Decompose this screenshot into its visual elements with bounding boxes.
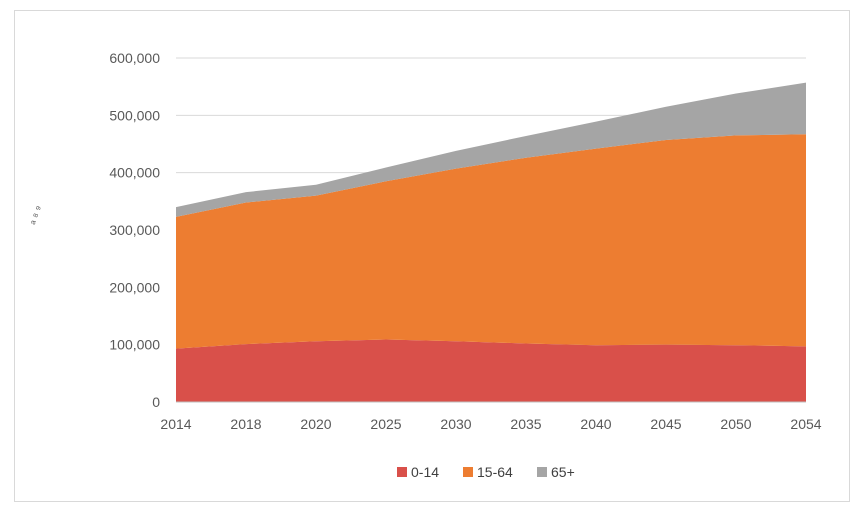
chart-frame: 2014 2018 2020 2025 2030 2035 2040 2045 2050 2054… [14,10,850,502]
x-tick-label: 2014 [160,416,191,432]
y-axis: 0 100,000 200,000 300,000 400,000 500,000 600,… [109,50,160,410]
x-tick-label: 2045 [650,416,681,432]
legend: 0-14 15-64 65+ [397,464,575,480]
x-tick-label: 2020 [300,416,331,432]
x-tick-label: 2035 [510,416,541,432]
legend-label: 15-64 [477,464,513,480]
y-tick-label: 200,000 [109,279,160,295]
y-tick-label: 0 [152,394,160,410]
y-axis-label-glyphs: ᵃ ⁸ ⁹ [29,205,47,227]
x-tick-label: 2050 [720,416,751,432]
area-65+ [176,82,806,217]
x-tick-label: 2030 [440,416,471,432]
legend-swatch [537,467,547,477]
area-0-14 [176,339,806,402]
area-15-64 [176,134,806,349]
legend-item-65+: 65+ [537,464,575,480]
x-axis: 2014 2018 2020 2025 2030 2035 2040 2045 2050 2054 [160,401,822,432]
legend-swatch [463,467,473,477]
y-tick-label: 300,000 [109,222,160,238]
stacked-area-chart: 2014 2018 2020 2025 2030 2035 2040 2045 2050 2054… [29,50,822,480]
legend-item-0-14: 0-14 [397,464,439,480]
svg-text:ᵃ ⁸ ⁹: ᵃ ⁸ ⁹ [29,205,47,227]
y-tick-label: 100,000 [109,337,160,353]
legend-label: 65+ [551,464,575,480]
legend-swatch [397,467,407,477]
x-tick-label: 2025 [370,416,401,432]
area-series [176,82,806,402]
legend-label: 0-14 [411,464,439,480]
y-tick-label: 600,000 [109,50,160,66]
legend-item-15-64: 15-64 [463,464,513,480]
y-tick-label: 400,000 [109,165,160,181]
x-tick-label: 2040 [580,416,611,432]
y-tick-label: 500,000 [109,107,160,123]
x-tick-label: 2018 [230,416,261,432]
x-tick-label: 2054 [790,416,821,432]
